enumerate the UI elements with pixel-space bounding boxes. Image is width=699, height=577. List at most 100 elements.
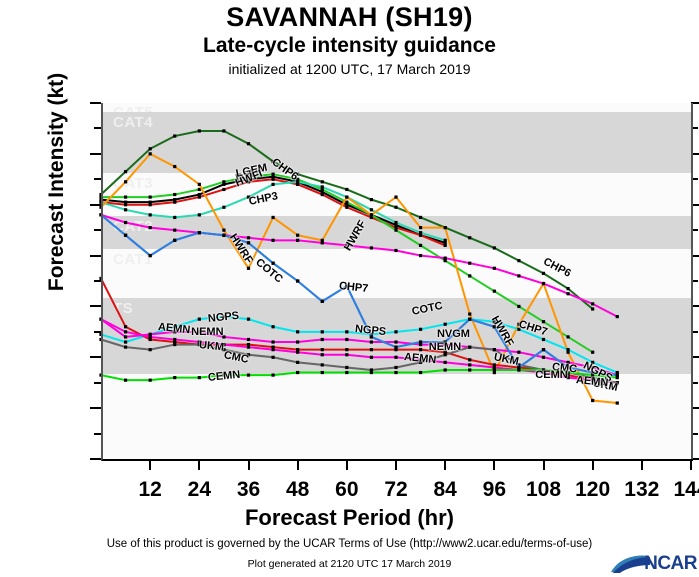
series-marker: [320, 337, 324, 342]
series-marker: [222, 342, 226, 347]
series-marker: [492, 246, 496, 250]
y-tick-minor-right: [691, 330, 698, 333]
series-marker: [345, 365, 349, 370]
series-marker: [148, 226, 152, 230]
category-band-cat4: [101, 111, 691, 173]
series-marker: [345, 200, 349, 204]
series-marker: [468, 317, 472, 321]
series-marker: [517, 304, 521, 309]
y-tick-minor: [94, 280, 101, 282]
y-tick-right: [691, 458, 699, 460]
y-tick-minor: [94, 330, 101, 333]
series-marker: [246, 236, 251, 240]
series-marker: [173, 215, 177, 220]
series-marker: [443, 340, 447, 344]
series-label-nemn: NEMN: [191, 325, 224, 338]
series-marker: [173, 192, 177, 197]
series-marker: [394, 223, 398, 227]
series-marker: [591, 350, 595, 354]
series-marker: [246, 175, 251, 179]
series-marker: [418, 253, 423, 258]
series-marker: [394, 348, 398, 352]
series-marker: [418, 360, 423, 364]
series-marker: [517, 327, 521, 331]
series-marker: [492, 370, 496, 375]
series-marker: [369, 208, 374, 212]
series-marker: [123, 180, 128, 184]
y-tick: [90, 203, 101, 206]
series-marker: [148, 378, 152, 382]
series-marker: [615, 373, 619, 377]
series-marker: [418, 243, 423, 247]
series-marker: [541, 281, 546, 286]
series-marker: [148, 253, 152, 258]
series-marker: [222, 182, 226, 186]
y-tick-minor-right: [691, 280, 698, 282]
series-marker: [345, 284, 349, 288]
series-marker: [320, 353, 324, 357]
series-marker: [148, 203, 152, 207]
y-tick: [90, 305, 101, 308]
series-marker: [566, 292, 570, 296]
y-tick-right: [691, 356, 699, 359]
series-marker: [148, 213, 152, 217]
series-marker: [222, 315, 226, 319]
series-marker: [615, 376, 619, 380]
series-marker: [468, 236, 472, 240]
y-tick-minor: [94, 381, 101, 384]
series-marker: [173, 134, 177, 138]
series-marker: [591, 378, 595, 382]
series-marker: [271, 238, 275, 242]
category-band-label-cat1: CAT1: [113, 251, 154, 269]
x-tick: [395, 459, 397, 470]
y-tick-minor-right: [691, 432, 698, 435]
x-tick-label: 96: [482, 478, 506, 501]
series-marker: [591, 365, 595, 370]
series-marker: [123, 335, 128, 339]
series-marker: [296, 182, 300, 186]
series-marker: [320, 190, 324, 194]
y-tick-minor-right: [691, 178, 698, 181]
series-marker: [148, 152, 152, 156]
series-marker: [320, 187, 324, 192]
series-marker: [123, 220, 128, 225]
series-marker: [418, 231, 423, 235]
ncar-swoosh-icon: [611, 555, 650, 573]
series-marker: [541, 355, 546, 359]
series-marker: [271, 340, 275, 344]
series-marker: [148, 337, 152, 342]
series-marker: [246, 142, 251, 146]
series-marker: [271, 172, 275, 176]
series-marker: [492, 325, 496, 329]
series-marker: [443, 368, 447, 372]
x-tick: [296, 459, 299, 470]
category-band-label-cat4: CAT4: [113, 113, 154, 131]
series-marker: [345, 203, 349, 207]
series-marker: [222, 180, 226, 184]
y-tick-minor: [94, 432, 101, 435]
series-marker: [443, 322, 447, 326]
series-marker: [197, 192, 201, 197]
series-marker: [615, 370, 619, 375]
series-marker: [271, 355, 275, 359]
series-line-hwrf: [100, 152, 618, 405]
x-tick: [591, 459, 594, 470]
series-marker: [296, 177, 300, 181]
chart-subtitle: Late-cycle intensity guidance: [203, 34, 496, 57]
series-marker: [123, 200, 128, 204]
series-marker: [418, 327, 423, 331]
series-line-ukm: [100, 278, 618, 384]
series-marker: [246, 177, 251, 181]
x-tick-label: 60: [335, 478, 359, 501]
series-marker: [148, 332, 152, 336]
series-marker: [271, 182, 275, 186]
series-marker: [320, 185, 324, 189]
y-tick-minor-right: [691, 229, 698, 232]
series-marker: [591, 360, 595, 364]
series-label-nemn-2: NEMN: [428, 341, 462, 354]
terms-text: Use of this product is governed by the U…: [106, 538, 593, 550]
series-marker: [492, 368, 496, 372]
series-marker: [271, 159, 275, 164]
x-tick: [542, 459, 545, 470]
series-marker: [246, 317, 251, 321]
